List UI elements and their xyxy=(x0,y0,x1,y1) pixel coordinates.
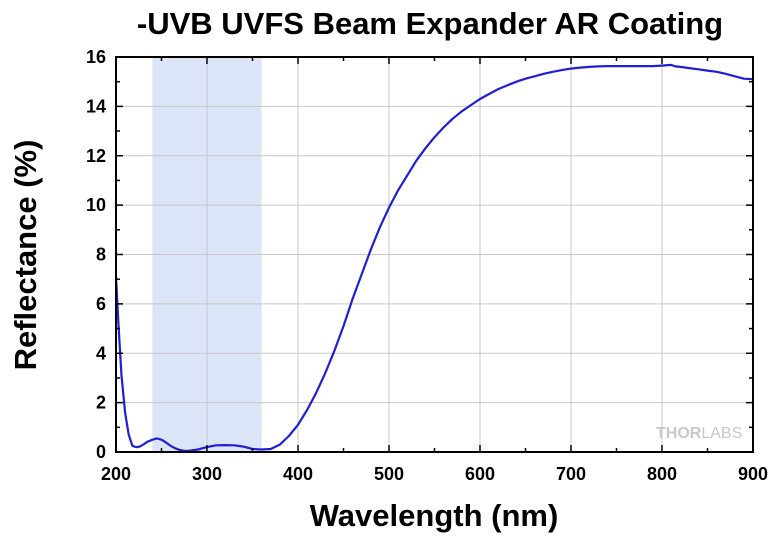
y-tick-label: 14 xyxy=(86,96,106,116)
x-tick-label: 200 xyxy=(101,464,131,484)
x-tick-label: 400 xyxy=(283,464,313,484)
y-tick-label: 0 xyxy=(96,442,106,462)
y-tick-label: 8 xyxy=(96,245,106,265)
x-tick-label: 500 xyxy=(374,464,404,484)
x-tick-label: 700 xyxy=(556,464,586,484)
x-tick-label: 900 xyxy=(738,464,768,484)
y-tick-label: 10 xyxy=(86,195,106,215)
x-tick-label: 600 xyxy=(465,464,495,484)
svg-text:THORLABS: THORLABS xyxy=(656,425,742,442)
y-tick-label: 16 xyxy=(86,47,106,67)
y-tick-label: 6 xyxy=(96,294,106,314)
x-axis-label: Wavelength (nm) xyxy=(310,498,559,533)
y-tick-label: 12 xyxy=(86,146,106,166)
x-tick-label: 800 xyxy=(647,464,677,484)
watermark-labs: LABS xyxy=(701,425,742,442)
y-tick-label: 2 xyxy=(96,393,106,413)
thorlabs-watermark: THORLABS xyxy=(656,425,742,442)
series-layer xyxy=(114,63,755,452)
tick-layer: 200 300 400 500 600 700 800 900 0 2 4 6 8 10 12 14 16 xyxy=(86,47,768,484)
watermark-thor: THOR xyxy=(656,425,702,442)
y-axis-label: Reflectance (%) xyxy=(8,140,43,371)
y-tick-label: 4 xyxy=(96,343,106,363)
series-line-0 xyxy=(114,63,755,452)
grid-layer xyxy=(116,57,753,452)
chart-title: -UVB UVFS Beam Expander AR Coating xyxy=(137,6,723,41)
x-tick-label: 300 xyxy=(192,464,222,484)
